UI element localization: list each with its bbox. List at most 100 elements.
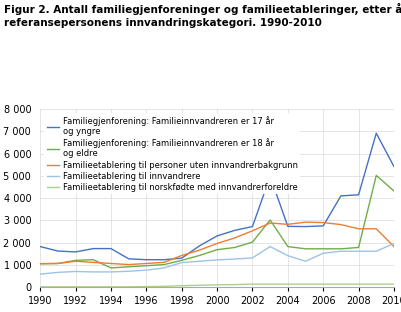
Familiegjenforening: Familieinnvandreren er 18 år
og eldre: (1.99e+03, 1.06e+03): Familieinnvandreren er 18 år og eldre: (… [55,261,60,265]
Familieetablering til innvandrere [214,258,219,262]
Familieetablering til personer uten innvandrerbakgrunn [285,222,290,226]
Familieetablering til norskfødte med innvandrerforeldre [320,282,325,286]
Familieetablering til norskfødte med innvandrerforeldre [55,285,60,289]
Familieetablering til personer uten innvandrerbakgrunn [91,261,95,264]
Familiegjenforening: Familieinnvandreren er 17 år
og yngre: (2e+03, 2.72e+03): Familieinnvandreren er 17 år og yngre: (… [302,225,307,228]
Familiegjenforening: Familieinnvandreren er 18 år
og eldre: (1.99e+03, 1.23e+03): Familieinnvandreren er 18 år og eldre: (… [91,258,95,261]
Familiegjenforening: Familieinnvandreren er 18 år
og eldre: (2e+03, 1.68e+03): Familieinnvandreren er 18 år og eldre: (… [214,248,219,251]
Familiegjenforening: Familieinnvandreren er 18 år
og eldre: (2e+03, 1.78e+03): Familieinnvandreren er 18 år og eldre: (… [232,246,237,249]
Familiegjenforening: Familieinnvandreren er 17 år
og yngre: (2e+03, 1.23e+03): Familieinnvandreren er 17 år og yngre: (… [161,258,166,261]
Familieetablering til personer uten innvandrerbakgrunn [126,263,131,266]
Familiegjenforening: Familieinnvandreren er 17 år
og yngre: (2e+03, 4.98e+03): Familieinnvandreren er 17 år og yngre: (… [267,174,272,178]
Familiegjenforening: Familieinnvandreren er 17 år
og yngre: (2.01e+03, 5.42e+03): Familieinnvandreren er 17 år og yngre: (… [391,165,395,168]
Familieetablering til personer uten innvandrerbakgrunn [179,254,184,257]
Familieetablering til norskfødte med innvandrerforeldre [391,282,395,286]
Familiegjenforening: Familieinnvandreren er 18 år
og eldre: (2.01e+03, 5.02e+03): Familieinnvandreren er 18 år og eldre: (… [373,173,378,177]
Familiegjenforening: Familieinnvandreren er 18 år
og eldre: (1.99e+03, 860): Familieinnvandreren er 18 år og eldre: (… [108,266,113,270]
Familiegjenforening: Familieinnvandreren er 17 år
og yngre: (2e+03, 1.23e+03): Familieinnvandreren er 17 år og yngre: (… [144,258,148,261]
Familieetablering til innvandrere [126,269,131,273]
Familieetablering til norskfødte med innvandrerforeldre [285,282,290,286]
Familieetablering til norskfødte med innvandrerforeldre [38,285,43,289]
Familieetablering til norskfødte med innvandrerforeldre [302,282,307,286]
Familiegjenforening: Familieinnvandreren er 18 år
og eldre: (2.01e+03, 1.72e+03): Familieinnvandreren er 18 år og eldre: (… [338,247,342,251]
Familiegjenforening: Familieinnvandreren er 17 år
og yngre: (2e+03, 1.85e+03): Familieinnvandreren er 17 år og yngre: (… [196,244,201,248]
Familieetablering til personer uten innvandrerbakgrunn [232,236,237,240]
Line: Familieetablering til innvandrere: Familieetablering til innvandrere [40,243,393,274]
Familiegjenforening: Familieinnvandreren er 17 år
og yngre: (2e+03, 2.55e+03): Familieinnvandreren er 17 år og yngre: (… [232,228,237,232]
Familieetablering til norskfødte med innvandrerforeldre [267,282,272,286]
Familiegjenforening: Familieinnvandreren er 17 år
og yngre: (2e+03, 2.73e+03): Familieinnvandreren er 17 år og yngre: (… [285,224,290,228]
Familieetablering til innvandrere [161,266,166,270]
Familiegjenforening: Familieinnvandreren er 17 år
og yngre: (2.01e+03, 6.92e+03): Familieinnvandreren er 17 år og yngre: (… [373,131,378,135]
Familieetablering til norskfødte med innvandrerforeldre [232,283,237,286]
Familieetablering til norskfødte med innvandrerforeldre [108,285,113,289]
Familieetablering til personer uten innvandrerbakgrunn [338,223,342,227]
Familieetablering til norskfødte med innvandrerforeldre [214,283,219,287]
Familiegjenforening: Familieinnvandreren er 17 år
og yngre: (1.99e+03, 1.73e+03): Familieinnvandreren er 17 år og yngre: (… [108,247,113,251]
Familieetablering til personer uten innvandrerbakgrunn [267,221,272,225]
Familiegjenforening: Familieinnvandreren er 17 år
og yngre: (1.99e+03, 1.58e+03): Familieinnvandreren er 17 år og yngre: (… [73,250,78,254]
Familieetablering til norskfødte med innvandrerforeldre [91,285,95,289]
Familieetablering til personer uten innvandrerbakgrunn [144,261,148,265]
Familiegjenforening: Familieinnvandreren er 17 år
og yngre: (2.01e+03, 4.15e+03): Familieinnvandreren er 17 år og yngre: (… [355,193,360,197]
Familieetablering til norskfødte med innvandrerforeldre [249,282,254,286]
Familiegjenforening: Familieinnvandreren er 18 år
og eldre: (2e+03, 1.01e+03): Familieinnvandreren er 18 år og eldre: (… [161,263,166,266]
Familiegjenforening: Familieinnvandreren er 18 år
og eldre: (2.01e+03, 4.32e+03): Familieinnvandreren er 18 år og eldre: (… [391,189,395,193]
Familieetablering til personer uten innvandrerbakgrunn [373,227,378,231]
Familiegjenforening: Familieinnvandreren er 18 år
og eldre: (2.01e+03, 1.78e+03): Familieinnvandreren er 18 år og eldre: (… [355,246,360,249]
Familiegjenforening: Familieinnvandreren er 18 år
og eldre: (2e+03, 2.02e+03): Familieinnvandreren er 18 år og eldre: (… [249,240,254,244]
Familiegjenforening: Familieinnvandreren er 18 år
og eldre: (2e+03, 910): Familieinnvandreren er 18 år og eldre: (… [126,265,131,269]
Familiegjenforening: Familieinnvandreren er 17 år
og yngre: (2.01e+03, 4.1e+03): Familieinnvandreren er 17 år og yngre: (… [338,194,342,198]
Familieetablering til personer uten innvandrerbakgrunn [302,220,307,224]
Familieetablering til innvandrere [373,249,378,253]
Familieetablering til personer uten innvandrerbakgrunn [355,227,360,231]
Familiegjenforening: Familieinnvandreren er 18 år
og eldre: (2e+03, 1.72e+03): Familieinnvandreren er 18 år og eldre: (… [302,247,307,251]
Familiegjenforening: Familieinnvandreren er 17 år
og yngre: (1.99e+03, 1.73e+03): Familieinnvandreren er 17 år og yngre: (… [91,247,95,251]
Familieetablering til personer uten innvandrerbakgrunn [161,261,166,264]
Familieetablering til innvandrere [391,241,395,245]
Familiegjenforening: Familieinnvandreren er 18 år
og eldre: (2e+03, 3.02e+03): Familieinnvandreren er 18 år og eldre: (… [267,218,272,222]
Familiegjenforening: Familieinnvandreren er 18 år
og eldre: (2e+03, 1.2e+03): Familieinnvandreren er 18 år og eldre: (… [179,258,184,262]
Familiegjenforening: Familieinnvandreren er 17 år
og yngre: (2e+03, 2.3e+03): Familieinnvandreren er 17 år og yngre: (… [214,234,219,238]
Familieetablering til innvandrere [108,270,113,274]
Familieetablering til personer uten innvandrerbakgrunn [55,261,60,265]
Familieetablering til innvandrere [267,245,272,248]
Familieetablering til innvandrere [338,249,342,253]
Familiegjenforening: Familieinnvandreren er 17 år
og yngre: (2e+03, 1.3e+03): Familieinnvandreren er 17 år og yngre: (… [179,256,184,260]
Familieetablering til innvandrere [249,256,254,260]
Text: Figur 2. Antall familiegjenforeninger og familieetableringer, etter år og
refera: Figur 2. Antall familiegjenforeninger og… [4,3,401,27]
Familieetablering til innvandrere [73,270,78,273]
Line: Familiegjenforening: Familieinnvandreren er 18 år
og eldre: Familiegjenforening: Familieinnvandreren… [40,175,393,268]
Line: Familieetablering til norskfødte med innvandrerforeldre: Familieetablering til norskfødte med inn… [40,284,393,287]
Familieetablering til personer uten innvandrerbakgrunn [196,248,201,252]
Familieetablering til personer uten innvandrerbakgrunn [38,262,43,266]
Familieetablering til innvandrere [55,271,60,274]
Familiegjenforening: Familieinnvandreren er 17 år
og yngre: (1.99e+03, 1.82e+03): Familieinnvandreren er 17 år og yngre: (… [38,245,43,248]
Familieetablering til norskfødte med innvandrerforeldre [73,285,78,289]
Familieetablering til innvandrere [144,268,148,272]
Familieetablering til norskfødte med innvandrerforeldre [179,284,184,288]
Familiegjenforening: Familieinnvandreren er 18 år
og eldre: (2e+03, 960): Familieinnvandreren er 18 år og eldre: (… [144,264,148,268]
Familieetablering til personer uten innvandrerbakgrunn [73,259,78,263]
Line: Familieetablering til personer uten innvandrerbakgrunn: Familieetablering til personer uten innv… [40,222,393,265]
Familieetablering til personer uten innvandrerbakgrunn [320,221,325,224]
Familieetablering til innvandrere [320,251,325,255]
Line: Familiegjenforening: Familieinnvandreren er 17 år
og yngre: Familiegjenforening: Familieinnvandreren… [40,133,393,260]
Familieetablering til innvandrere [179,261,184,265]
Familiegjenforening: Familieinnvandreren er 18 år
og eldre: (1.99e+03, 1.2e+03): Familieinnvandreren er 18 år og eldre: (… [73,258,78,262]
Familieetablering til norskfødte med innvandrerforeldre [373,282,378,286]
Familieetablering til norskfødte med innvandrerforeldre [161,285,166,288]
Familieetablering til innvandrere [38,272,43,276]
Familieetablering til innvandrere [355,249,360,253]
Familieetablering til norskfødte med innvandrerforeldre [144,285,148,289]
Familieetablering til norskfødte med innvandrerforeldre [355,282,360,286]
Familiegjenforening: Familieinnvandreren er 17 år
og yngre: (2.01e+03, 2.75e+03): Familieinnvandreren er 17 år og yngre: (… [320,224,325,228]
Familiegjenforening: Familieinnvandreren er 18 år
og eldre: (2.01e+03, 1.72e+03): Familieinnvandreren er 18 år og eldre: (… [320,247,325,251]
Familieetablering til innvandrere [285,254,290,258]
Familieetablering til innvandrere [302,259,307,263]
Familieetablering til norskfødte med innvandrerforeldre [196,283,201,287]
Familieetablering til personer uten innvandrerbakgrunn [214,241,219,245]
Familiegjenforening: Familieinnvandreren er 17 år
og yngre: (2e+03, 2.72e+03): Familieinnvandreren er 17 år og yngre: (… [249,225,254,228]
Familieetablering til personer uten innvandrerbakgrunn [391,245,395,248]
Familieetablering til personer uten innvandrerbakgrunn [108,261,113,265]
